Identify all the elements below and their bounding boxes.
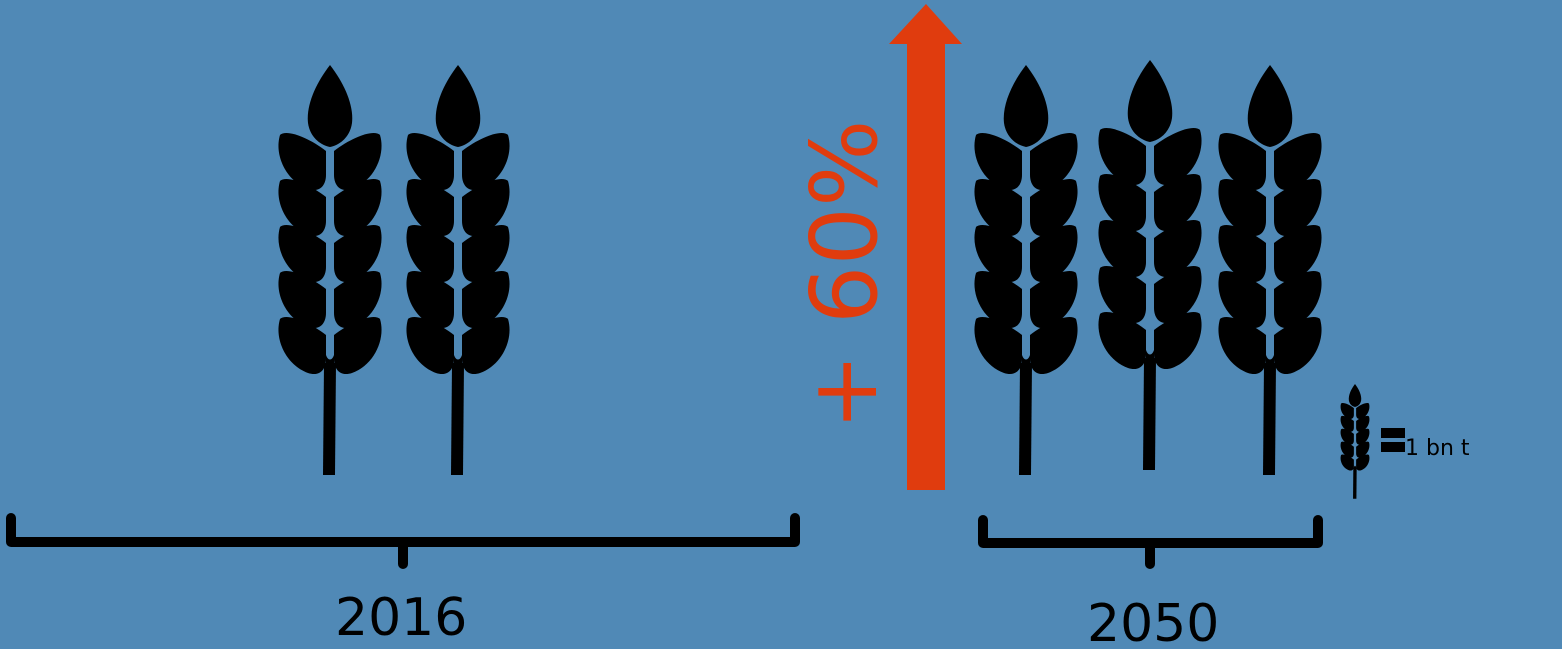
growth-percentage: + 60% bbox=[791, 119, 898, 431]
wheat-icon bbox=[278, 65, 381, 475]
bracket-2016 bbox=[6, 513, 800, 569]
wheat-icon bbox=[974, 65, 1077, 475]
wheat-icon bbox=[406, 65, 509, 475]
year-label-2016: 2016 bbox=[335, 588, 468, 648]
wheat-icon bbox=[1341, 384, 1370, 499]
wheat-icon bbox=[1098, 60, 1201, 470]
bracket-2050 bbox=[978, 515, 1323, 569]
growth-arrow bbox=[889, 4, 962, 490]
wheat-icon bbox=[1218, 65, 1321, 475]
legend-unit-label: 1 bn t bbox=[1405, 436, 1470, 461]
equals-icon bbox=[1381, 428, 1405, 452]
year-label-2050: 2050 bbox=[1087, 594, 1220, 649]
